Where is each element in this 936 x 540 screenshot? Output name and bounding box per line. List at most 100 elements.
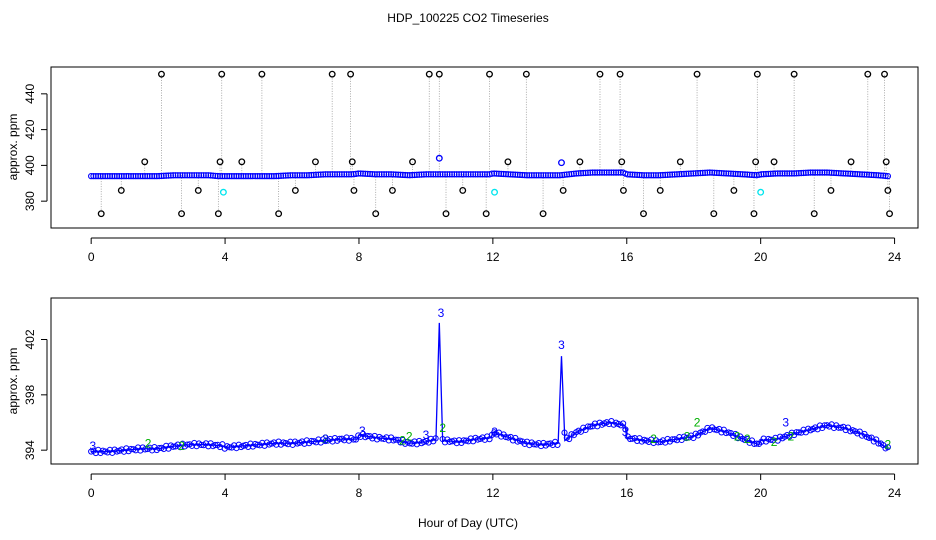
signal-point <box>566 435 573 443</box>
outlier-point <box>141 158 149 166</box>
signal-point <box>751 440 758 448</box>
signal-point <box>364 432 371 440</box>
outlier-point <box>275 210 283 218</box>
bottom-x-tick-label: 24 <box>888 486 902 500</box>
top-y-tick-label: 400 <box>23 155 37 175</box>
outlier-point <box>425 70 433 78</box>
outlier-point <box>886 210 893 218</box>
outlier-point <box>616 70 624 78</box>
top-x-tick-label: 8 <box>356 250 363 264</box>
bottom-x-tick-label: 0 <box>88 486 95 500</box>
flagged-point <box>219 188 227 196</box>
flag-label: 2 <box>650 432 657 446</box>
signal-point <box>795 429 802 436</box>
outlier-point <box>216 158 224 166</box>
top-y-axis-label: approx. ppm <box>6 114 20 181</box>
flag-label: 3 <box>423 428 430 442</box>
x-axis-title: Hour of Day (UTC) <box>418 516 518 530</box>
top-drop-lines <box>100 74 890 214</box>
outlier-point <box>619 186 627 194</box>
outlier-point <box>238 158 246 166</box>
signal-point <box>350 436 357 443</box>
baseline-point <box>882 172 889 180</box>
outlier-point <box>618 158 626 166</box>
outlier-point <box>752 158 760 166</box>
outlier-point <box>810 210 818 218</box>
outlier-point <box>291 186 299 194</box>
flagged-point <box>491 188 498 196</box>
flag-label: 2 <box>399 433 406 447</box>
bottom-x-tick-label: 12 <box>486 486 500 500</box>
outlier-point <box>882 158 890 166</box>
outlier-point <box>710 210 718 218</box>
flag-label: 3 <box>322 432 329 446</box>
outlier-point <box>97 210 105 218</box>
signal-point <box>584 423 592 430</box>
outlier-point <box>730 186 738 194</box>
outlier-point <box>559 186 567 194</box>
outlier-point <box>656 186 664 194</box>
flag-label: 3 <box>89 439 96 453</box>
outlier-point <box>347 70 355 78</box>
flag-label: 3 <box>438 306 445 320</box>
bottom-x-tick-label: 20 <box>754 486 768 500</box>
signal-point <box>699 428 706 435</box>
outlier-point <box>178 210 186 218</box>
flag-label: 2 <box>734 429 741 443</box>
outlier-point <box>442 210 450 218</box>
flag-label: 2 <box>694 416 701 430</box>
top-x-tick-label: 24 <box>888 250 902 264</box>
flag-label: 2 <box>744 432 751 446</box>
outlier-point <box>486 70 493 78</box>
flag-label: 2 <box>684 429 691 443</box>
top-y-tick-label: 420 <box>23 119 37 139</box>
top-x-axis: 0 4 8 12 16 20 24 <box>88 237 902 264</box>
outlier-point <box>328 70 336 78</box>
outlier-point <box>388 186 396 194</box>
outlier-point <box>596 70 604 78</box>
flag-label: 2 <box>406 429 413 443</box>
bottom-plot-frame <box>50 297 919 465</box>
signal-point <box>619 420 627 427</box>
bottom-point-series <box>88 417 891 457</box>
outlier-point <box>770 158 778 166</box>
signal-point <box>392 436 399 443</box>
outlier-point <box>884 186 892 194</box>
outlier-point <box>214 210 222 218</box>
flagged-point <box>435 154 443 162</box>
outlier-point <box>158 70 165 78</box>
outlier-point <box>576 158 584 166</box>
outlier-point <box>522 70 530 78</box>
bottom-y-tick-label: 398 <box>23 385 37 405</box>
top-x-tick-label: 20 <box>754 250 768 264</box>
top-y-tick-label: 380 <box>23 191 37 211</box>
signal-point <box>554 441 561 448</box>
signal-point <box>683 434 690 442</box>
bottom-x-tick-label: 8 <box>356 486 363 500</box>
outlier-point <box>409 158 416 166</box>
top-panel: 0 4 8 12 16 20 24 380 400 420 440 approx. ppm <box>6 66 919 264</box>
flag-label: 2 <box>322 432 329 446</box>
outlier-point <box>750 210 758 218</box>
outlier-point <box>435 70 443 78</box>
outlier-point <box>459 186 467 194</box>
outlier-point <box>827 186 835 194</box>
top-y-tick-label: 440 <box>23 84 37 104</box>
outlier-point <box>482 210 490 218</box>
flag-label: 2 <box>439 421 446 435</box>
top-x-tick-label: 0 <box>88 250 95 264</box>
bottom-y-tick-label: 394 <box>23 440 37 460</box>
outlier-point <box>864 70 872 78</box>
outlier-point <box>194 186 202 194</box>
signal-point <box>866 434 873 442</box>
flag-label: 2 <box>178 439 185 453</box>
outlier-point <box>539 210 547 218</box>
flag-label: 3 <box>491 425 498 439</box>
bottom-x-tick-label: 16 <box>620 486 634 500</box>
bottom-x-axis: 0 4 8 12 16 20 24 <box>88 473 902 500</box>
outlier-point <box>693 70 701 78</box>
top-outlier-series <box>97 70 893 218</box>
outlier-point <box>350 186 358 194</box>
